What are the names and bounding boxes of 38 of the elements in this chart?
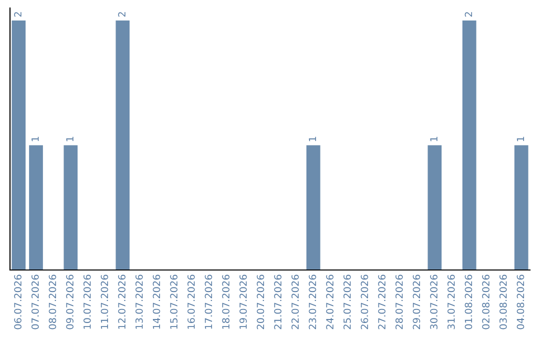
x-tick-label: 26.07.2026 bbox=[360, 274, 368, 330]
data-label: 2 bbox=[14, 12, 22, 17]
x-tick-label: 12.07.2026 bbox=[118, 274, 126, 329]
data-label: 1 bbox=[308, 136, 316, 142]
x-tick-label: 17.07.2026 bbox=[204, 274, 212, 329]
x-tick-label: 01.08.2026 bbox=[464, 274, 472, 330]
x-tick-label: 20.07.2026 bbox=[256, 274, 264, 330]
data-label: 2 bbox=[118, 12, 126, 17]
x-tick-label: 10.07.2026 bbox=[83, 274, 91, 329]
x-tick-label: 23.07.2026 bbox=[308, 274, 316, 330]
x-tick-label: 13.07.2026 bbox=[135, 274, 143, 329]
x-tick-label: 14.07.2026 bbox=[152, 274, 160, 329]
data-label: 1 bbox=[66, 136, 74, 142]
x-tick-label: 19.07.2026 bbox=[239, 274, 247, 329]
x-tick-label: 06.07.2026 bbox=[14, 274, 22, 330]
x-tick-label: 07.07.2026 bbox=[31, 274, 39, 330]
x-tick-label: 22.07.2026 bbox=[291, 274, 299, 330]
x-tick-label: 03.08.2026 bbox=[499, 274, 507, 330]
x-tick-label: 30.07.2026 bbox=[430, 274, 438, 330]
x-tick-label: 11.07.2026 bbox=[100, 274, 108, 329]
x-tick-label: 15.07.2026 bbox=[170, 274, 178, 329]
x-tick-label: 27.07.2026 bbox=[378, 274, 386, 330]
x-tick-label: 24.07.2026 bbox=[326, 274, 334, 330]
x-tick-label: 08.07.2026 bbox=[48, 274, 56, 330]
x-tick-label: 04.08.2026 bbox=[516, 274, 524, 330]
x-tick-label: 21.07.2026 bbox=[274, 274, 282, 330]
x-tick-label: 31.07.2026 bbox=[447, 274, 455, 330]
x-tick-label: 28.07.2026 bbox=[395, 274, 403, 330]
x-tick-label: 16.07.2026 bbox=[187, 274, 195, 329]
data-label: 2 bbox=[464, 12, 472, 17]
x-tick-label: 25.07.2026 bbox=[343, 274, 351, 330]
x-tick-label: 29.07.2026 bbox=[412, 274, 420, 330]
data-label: 1 bbox=[430, 136, 438, 142]
data-label: 1 bbox=[516, 136, 524, 142]
x-tick-label: 18.07.2026 bbox=[222, 274, 230, 329]
data-label: 1 bbox=[32, 136, 39, 142]
x-tick-label: 09.07.2026 bbox=[66, 274, 74, 330]
x-tick-label: 02.08.2026 bbox=[482, 274, 490, 330]
